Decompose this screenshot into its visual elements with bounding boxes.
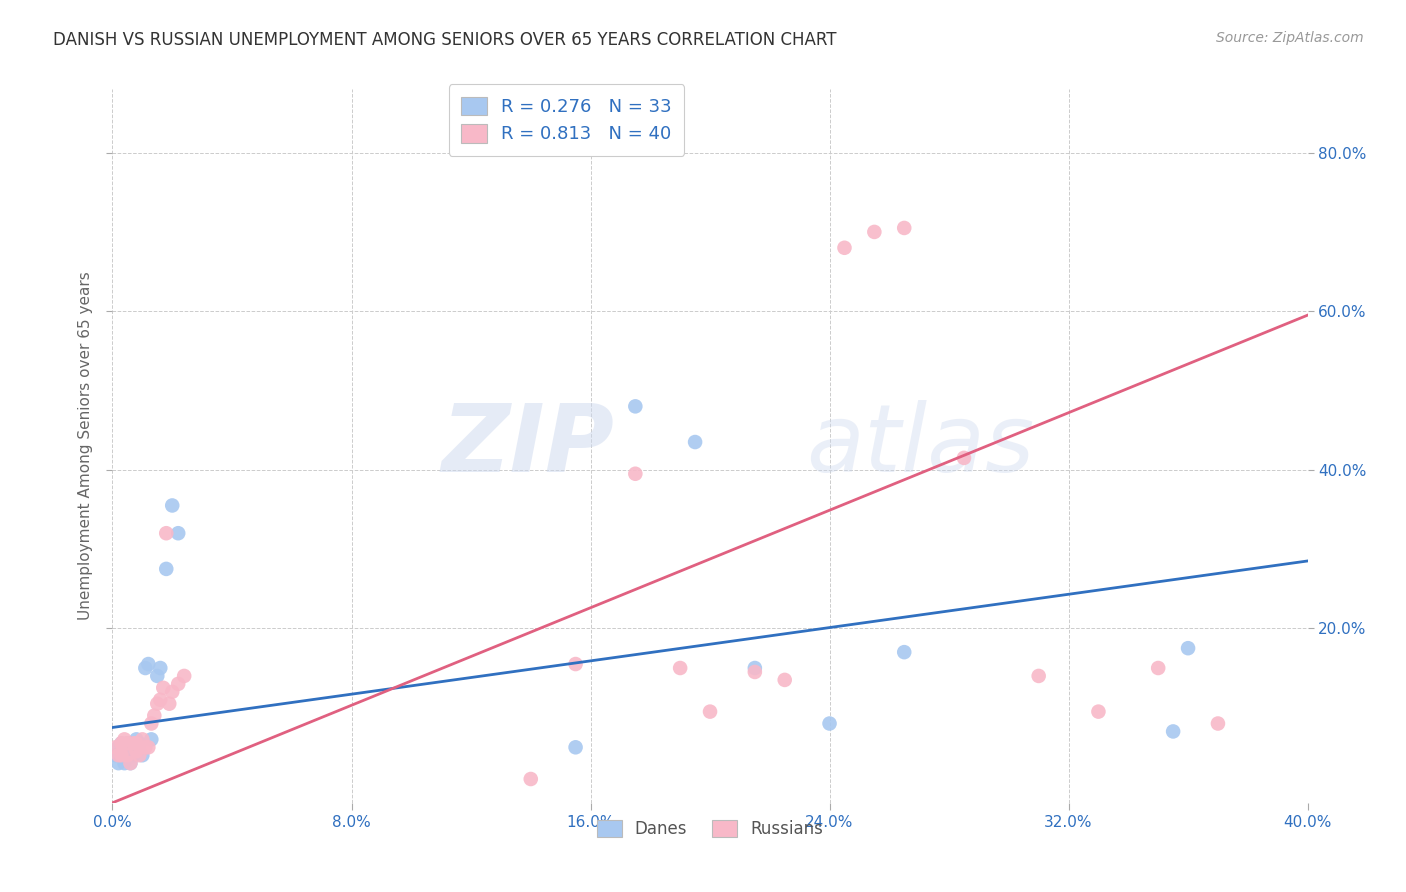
- Legend: Danes, Russians: Danes, Russians: [591, 813, 830, 845]
- Point: [104, 748, 127, 763]
- Text: Source: ZipAtlas.com: Source: ZipAtlas.com: [1216, 31, 1364, 45]
- Point: [146, 697, 169, 711]
- Point: [152, 681, 174, 695]
- Point: [107, 756, 129, 771]
- Point: [125, 744, 148, 758]
- Point: [146, 669, 169, 683]
- Point: [117, 748, 139, 763]
- Point: [1177, 641, 1199, 656]
- Point: [110, 748, 132, 763]
- Point: [125, 736, 148, 750]
- Point: [107, 740, 129, 755]
- Point: [128, 748, 150, 763]
- Point: [143, 708, 166, 723]
- Point: [669, 661, 692, 675]
- Point: [773, 673, 796, 687]
- Point: [520, 772, 543, 786]
- Point: [117, 736, 139, 750]
- Point: [155, 526, 177, 541]
- Text: atlas: atlas: [806, 401, 1033, 491]
- Point: [114, 740, 135, 755]
- Point: [104, 740, 127, 755]
- Point: [107, 748, 129, 763]
- Point: [624, 467, 647, 481]
- Point: [122, 748, 145, 763]
- Point: [157, 697, 180, 711]
- Point: [162, 685, 183, 699]
- Point: [122, 736, 145, 750]
- Point: [1161, 724, 1184, 739]
- Point: [117, 748, 139, 763]
- Point: [744, 661, 766, 675]
- Point: [744, 665, 766, 679]
- Point: [893, 645, 915, 659]
- Point: [114, 732, 135, 747]
- Point: [114, 756, 135, 771]
- Point: [134, 661, 156, 675]
- Point: [131, 732, 153, 747]
- Point: [155, 562, 177, 576]
- Point: [141, 716, 163, 731]
- Point: [125, 732, 148, 747]
- Point: [141, 732, 163, 747]
- Point: [131, 748, 153, 763]
- Point: [162, 499, 183, 513]
- Point: [1028, 669, 1050, 683]
- Point: [699, 705, 721, 719]
- Point: [893, 221, 915, 235]
- Point: [564, 740, 586, 755]
- Point: [863, 225, 886, 239]
- Point: [167, 677, 190, 691]
- Point: [110, 736, 132, 750]
- Point: [125, 744, 148, 758]
- Point: [138, 657, 160, 671]
- Point: [120, 756, 142, 771]
- Point: [1206, 716, 1229, 731]
- Point: [122, 740, 145, 755]
- Point: [1087, 705, 1109, 719]
- Point: [564, 657, 586, 671]
- Point: [149, 661, 172, 675]
- Point: [110, 736, 132, 750]
- Point: [167, 526, 190, 541]
- Point: [138, 740, 160, 755]
- Y-axis label: Unemployment Among Seniors over 65 years: Unemployment Among Seniors over 65 years: [79, 272, 93, 620]
- Point: [1147, 661, 1170, 675]
- Point: [110, 748, 132, 763]
- Point: [683, 435, 706, 450]
- Point: [624, 400, 647, 414]
- Point: [117, 736, 139, 750]
- Point: [134, 740, 156, 755]
- Point: [173, 669, 195, 683]
- Point: [149, 692, 172, 706]
- Point: [120, 756, 142, 771]
- Point: [128, 736, 150, 750]
- Text: DANISH VS RUSSIAN UNEMPLOYMENT AMONG SENIORS OVER 65 YEARS CORRELATION CHART: DANISH VS RUSSIAN UNEMPLOYMENT AMONG SEN…: [53, 31, 837, 49]
- Point: [953, 450, 976, 465]
- Text: ZIP: ZIP: [441, 400, 614, 492]
- Point: [120, 736, 142, 750]
- Point: [834, 241, 856, 255]
- Point: [818, 716, 841, 731]
